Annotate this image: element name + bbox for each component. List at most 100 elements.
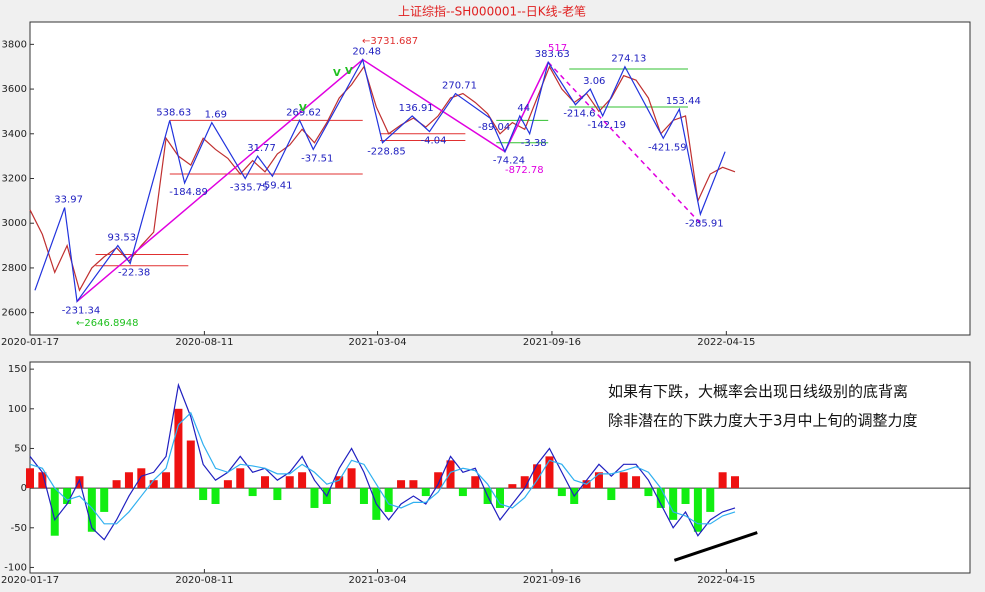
macd-bar	[199, 488, 208, 501]
annotation: V	[333, 68, 341, 79]
annotation: V	[345, 66, 353, 77]
annotation: -872.78	[505, 165, 544, 176]
pen-label: 383.63	[535, 49, 570, 60]
pen-label: 3.06	[583, 76, 605, 87]
macd-bar	[731, 476, 739, 489]
x-tick-label: 2020-08-11	[175, 337, 233, 348]
pen-label: 33.97	[54, 195, 83, 206]
macd-bar	[335, 476, 344, 489]
macd-bar	[38, 472, 47, 489]
pen-label: -214.6	[563, 109, 595, 120]
annotation: V	[299, 103, 307, 114]
pen-label: -22.38	[118, 267, 150, 278]
y-tick-label: 3800	[2, 39, 27, 50]
chart-title: 上证综指--SH000001--日K线-老笔	[398, 4, 586, 19]
trendline	[673, 531, 758, 562]
macd-bar	[421, 488, 430, 497]
macd-line	[29, 382, 736, 541]
macd-bar	[261, 476, 269, 489]
pen-label: 1.69	[205, 110, 227, 121]
macd-bar	[211, 488, 220, 504]
macd-bar	[471, 476, 480, 489]
pen-label: 20.48	[352, 47, 381, 58]
pen-label: -228.85	[367, 147, 406, 158]
pen-label: -4.04	[421, 136, 447, 147]
macd-line	[29, 411, 736, 525]
macd-bar	[434, 472, 443, 489]
macd-bar	[496, 488, 504, 508]
macd-bar	[223, 480, 232, 489]
pen-label: 269.62	[286, 107, 321, 118]
x-tick-label: 2022-04-15	[697, 575, 755, 586]
pen-label: -74.24	[493, 156, 525, 167]
annotation: 如果有下跌，大概率会出现日线级别的底背离	[608, 383, 908, 401]
macd-panel	[29, 361, 971, 574]
y-tick-label: 3600	[2, 84, 27, 95]
pen-label: -285.91	[685, 218, 724, 229]
x-tick-label: 2021-09-16	[523, 337, 581, 348]
pen-label: -37.51	[301, 153, 333, 164]
x-tick-label: 2021-03-04	[348, 575, 406, 586]
annotation: 除非潜在的下跌力度大于3月中上旬的调整力度	[608, 412, 918, 430]
macd-bar	[174, 408, 183, 489]
pen-label: -89.04	[478, 122, 510, 133]
macd-bar	[446, 460, 455, 489]
macd-bar	[384, 488, 393, 512]
price-panel	[29, 21, 971, 336]
x-tick-label: 2022-04-15	[697, 337, 755, 348]
macd-bar	[397, 480, 406, 489]
y-tick-label: 150	[8, 364, 27, 375]
macd-bar	[520, 476, 529, 489]
y-tick-label: 3000	[2, 218, 27, 229]
pen-label: -421.59	[648, 142, 687, 153]
macd-bar	[706, 488, 715, 512]
y-tick-label: 0	[21, 483, 27, 494]
macd-bar	[681, 488, 690, 504]
y-tick-label: -100	[4, 562, 27, 573]
pen-label: 136.91	[399, 103, 434, 114]
x-tick-label: 2021-03-04	[348, 337, 406, 348]
annotation: ←3731.687	[362, 36, 418, 47]
macd-bar	[594, 472, 603, 489]
macd-bar	[557, 488, 566, 497]
macd-bar	[693, 488, 702, 532]
macd-bar	[285, 476, 294, 489]
macd-bar	[273, 488, 282, 501]
y-tick-label: -50	[11, 523, 27, 534]
y-tick-label: 2800	[2, 263, 27, 274]
y-tick-label: 3400	[2, 129, 27, 140]
macd-bar	[545, 456, 554, 489]
y-tick-label: 3200	[2, 174, 27, 185]
macd-bar	[298, 472, 307, 489]
macd-bar	[248, 488, 257, 497]
pen-label: 31.77	[247, 143, 276, 154]
pen-label: -59.41	[260, 180, 292, 191]
x-tick-label: 2021-09-16	[523, 575, 581, 586]
x-tick-label: 2020-08-11	[175, 575, 233, 586]
macd-bar	[533, 464, 542, 489]
close-line	[29, 65, 736, 292]
macd-bar	[619, 472, 628, 489]
annotation: ←2646.8948	[76, 318, 138, 329]
trend-line	[76, 58, 549, 303]
macd-bar	[50, 488, 59, 536]
pen-label: 44	[517, 103, 530, 114]
pen-label: -335.75	[230, 183, 269, 194]
macd-bar	[347, 468, 356, 489]
x-tick-label: 2020-01-17	[1, 575, 59, 586]
pen-label: -231.34	[62, 305, 101, 316]
y-tick-label: 2600	[2, 308, 27, 319]
macd-bar	[359, 488, 368, 504]
macd-bar	[112, 480, 121, 489]
pen-line	[34, 57, 726, 304]
macd-bar	[632, 476, 641, 489]
macd-bar	[63, 488, 72, 504]
pen-label: 538.63	[156, 107, 191, 118]
macd-bar	[310, 488, 319, 508]
macd-bar	[508, 484, 517, 489]
pen-label: 274.13	[611, 54, 646, 65]
macd-bar	[87, 488, 96, 532]
annotation: 517	[548, 43, 567, 54]
